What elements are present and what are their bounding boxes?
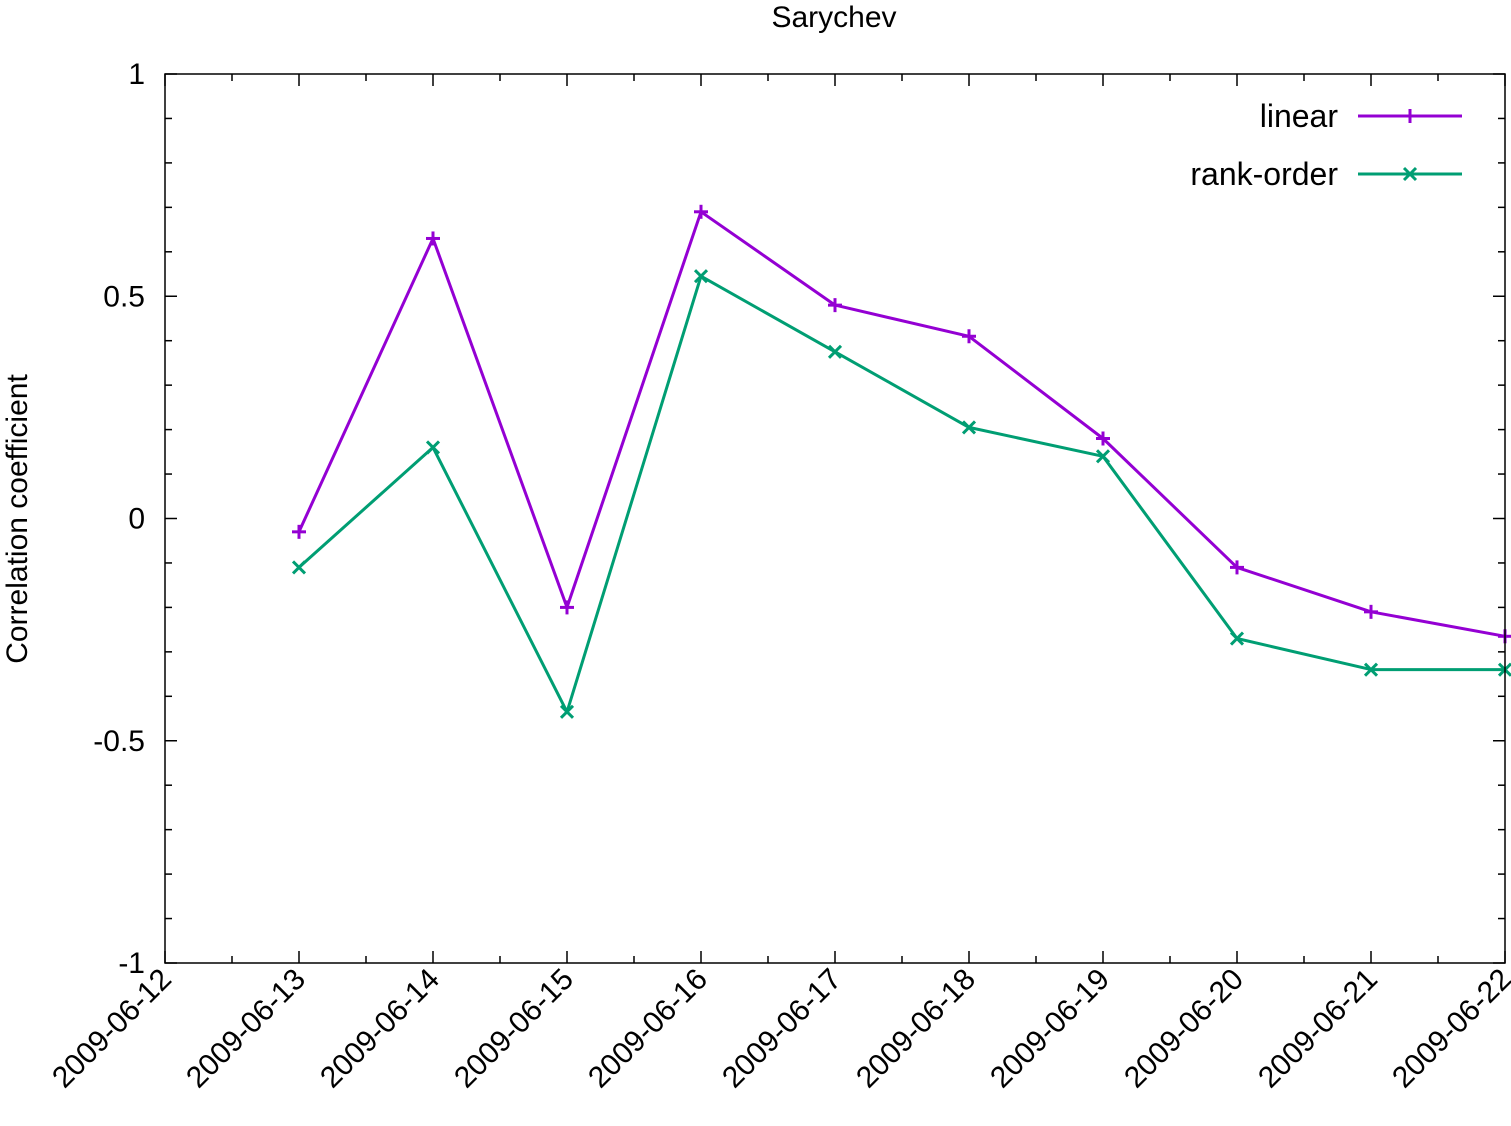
- data-point-linear: [694, 204, 708, 219]
- data-point-rank-order: [827, 344, 843, 359]
- y-tick-label: -1: [118, 947, 145, 980]
- series-linear: [292, 204, 1511, 644]
- y-tick-label: 1: [128, 58, 145, 91]
- x-tick-label: 2009-06-15: [448, 963, 580, 1095]
- series-line-rank-order: [297, 274, 1505, 714]
- data-point-linear: [426, 231, 440, 246]
- x-tick-label: 2009-06-20: [1118, 963, 1250, 1095]
- series-line-linear: [297, 210, 1506, 638]
- data-point-rank-order: [1229, 631, 1245, 646]
- legend-marker-linear: [1403, 109, 1417, 123]
- x-tick-label: 2009-06-13: [180, 963, 312, 1095]
- data-point-linear: [292, 524, 306, 539]
- x-tick-label: 2009-06-21: [1252, 963, 1384, 1095]
- series-layer: [291, 204, 1511, 719]
- x-tick-label: 2009-06-17: [716, 963, 848, 1095]
- legend-marker-rank-order: [1402, 166, 1418, 182]
- data-point-rank-order: [1095, 449, 1111, 464]
- y-tick-label: -0.5: [93, 725, 145, 758]
- data-point-rank-order: [559, 704, 575, 719]
- data-point-linear: [828, 298, 842, 313]
- x-tick-label: 2009-06-22: [1386, 963, 1511, 1095]
- x-tick-label: 2009-06-18: [850, 963, 982, 1095]
- data-point-linear: [1364, 604, 1378, 619]
- legend-label-rank-order: rank-order: [1190, 156, 1338, 192]
- chart-title: Sarychev: [771, 1, 896, 34]
- data-point-rank-order: [961, 420, 977, 435]
- data-point-linear: [1230, 560, 1244, 575]
- data-point-linear: [962, 329, 976, 344]
- data-point-linear: [560, 600, 574, 615]
- series-rank-order: [291, 269, 1511, 719]
- data-point-linear: [1096, 431, 1110, 446]
- x-tick-label: 2009-06-16: [582, 963, 714, 1095]
- y-axis-label: Correlation coefficient: [1, 374, 34, 664]
- x-tick-label: 2009-06-19: [984, 963, 1116, 1095]
- data-point-rank-order: [425, 440, 441, 455]
- y-tick-label: 0.5: [103, 280, 145, 313]
- x-tick-label: 2009-06-12: [46, 963, 178, 1095]
- data-point-rank-order: [693, 269, 709, 284]
- data-point-rank-order: [1363, 662, 1379, 677]
- legend-label-linear: linear: [1260, 98, 1339, 134]
- y-tick-label: 0: [128, 503, 145, 536]
- legend: linear rank-order: [1190, 98, 1462, 192]
- data-point-rank-order: [291, 560, 307, 575]
- x-tick-label: 2009-06-14: [314, 963, 446, 1095]
- plot-frame: [164, 73, 1506, 964]
